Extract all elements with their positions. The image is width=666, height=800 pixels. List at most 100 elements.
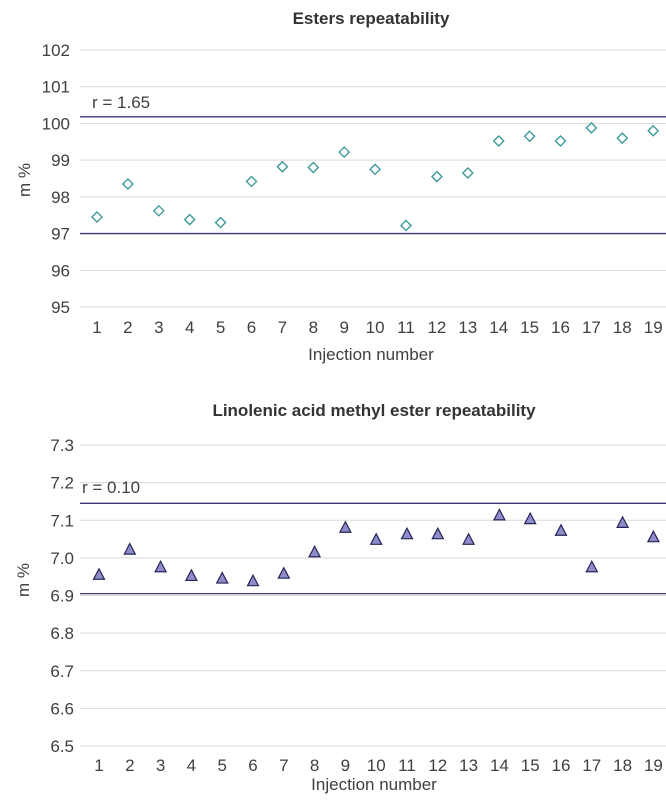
data-point-triangle	[277, 566, 291, 579]
chart-title: Linolenic acid methyl ester repeatabilit…	[212, 401, 536, 420]
x-tick-label: 16	[552, 756, 571, 775]
data-point-diamond	[245, 175, 258, 188]
data-point-diamond	[121, 178, 134, 190]
y-tick-label: 6.9	[50, 587, 74, 606]
x-tick-label: 3	[156, 756, 165, 775]
x-tick-label: 15	[521, 756, 540, 775]
data-point-diamond	[183, 213, 196, 226]
data-point-triangle	[492, 508, 506, 521]
data-point-diamond	[585, 121, 598, 134]
y-tick-label: 97	[51, 225, 70, 244]
data-point-triangle	[308, 544, 322, 558]
x-tick-label: 17	[582, 318, 601, 337]
y-tick-label: 99	[51, 151, 70, 170]
data-point-triangle	[554, 523, 568, 536]
y-tick-label: 7.2	[50, 474, 74, 493]
x-tick-label: 18	[613, 756, 632, 775]
data-point-diamond	[616, 132, 629, 145]
x-tick-label: 15	[520, 318, 539, 337]
x-tick-label: 10	[367, 756, 386, 775]
data-point-diamond	[338, 146, 351, 159]
data-point-triangle	[646, 529, 660, 543]
x-tick-label: 7	[279, 756, 288, 775]
x-tick-label: 2	[125, 756, 134, 775]
data-point-triangle	[184, 568, 198, 582]
repeatability-annotation: r = 0.10	[82, 478, 140, 497]
x-tick-label: 9	[341, 756, 350, 775]
x-tick-label: 9	[339, 318, 348, 337]
y-tick-label: 100	[42, 114, 70, 133]
x-tick-label: 14	[489, 318, 508, 337]
y-tick-label: 98	[51, 188, 70, 207]
x-axis-label: Injection number	[311, 775, 437, 794]
data-point-diamond	[307, 161, 320, 174]
x-tick-label: 16	[551, 318, 570, 337]
y-tick-label: 7.0	[50, 549, 74, 568]
data-point-diamond	[492, 135, 505, 148]
chart-title: Esters repeatability	[293, 9, 450, 28]
data-point-triangle	[616, 515, 630, 528]
y-tick-label: 101	[42, 78, 70, 97]
x-tick-label: 14	[490, 756, 509, 775]
x-axis-label: Injection number	[308, 345, 434, 364]
x-tick-label: 6	[248, 756, 257, 775]
x-tick-label: 4	[185, 318, 194, 337]
x-tick-label: 5	[217, 756, 226, 775]
y-tick-label: 6.5	[50, 737, 74, 756]
x-tick-label: 1	[94, 756, 103, 775]
data-point-triangle	[462, 532, 476, 545]
y-tick-label: 95	[51, 298, 70, 317]
x-tick-label: 8	[309, 318, 318, 337]
y-tick-label: 6.8	[50, 624, 74, 643]
data-point-triangle	[246, 573, 260, 587]
data-point-triangle	[431, 526, 445, 540]
y-tick-label: 6.6	[50, 699, 74, 718]
data-point-diamond	[523, 130, 536, 143]
x-tick-label: 19	[644, 756, 663, 775]
y-tick-label: 6.7	[50, 662, 74, 681]
x-tick-label: 2	[123, 318, 132, 337]
data-point-triangle	[215, 571, 229, 584]
data-point-triangle	[92, 567, 106, 580]
data-point-triangle	[338, 520, 352, 533]
x-tick-label: 5	[216, 318, 225, 337]
x-tick-label: 4	[187, 756, 196, 775]
linolenic-acid-methyl-ester-repeatability-chart: Linolenic acid methyl ester repeatabilit…	[14, 401, 666, 794]
y-tick-label: 96	[51, 261, 70, 280]
x-tick-label: 3	[154, 318, 163, 337]
y-tick-label: 7.3	[50, 436, 74, 455]
y-axis-label: m %	[15, 163, 34, 197]
x-tick-label: 10	[366, 318, 385, 337]
x-tick-label: 17	[582, 756, 601, 775]
data-point-triangle	[585, 559, 599, 573]
y-axis-label: m %	[14, 563, 33, 597]
data-point-triangle	[369, 532, 383, 545]
x-tick-label: 1	[92, 318, 101, 337]
x-tick-label: 11	[397, 318, 415, 337]
data-point-diamond	[152, 204, 165, 217]
y-tick-label: 102	[42, 41, 70, 60]
x-tick-label: 12	[427, 318, 446, 337]
data-point-diamond	[554, 135, 567, 148]
data-point-triangle	[154, 559, 168, 573]
x-tick-label: 12	[428, 756, 447, 775]
x-tick-label: 13	[459, 756, 478, 775]
data-point-diamond	[369, 163, 382, 176]
x-tick-label: 19	[644, 318, 663, 337]
data-point-diamond	[276, 160, 289, 173]
data-point-diamond	[430, 170, 443, 183]
x-tick-label: 6	[247, 318, 256, 337]
data-point-diamond	[461, 167, 474, 179]
data-point-diamond	[91, 211, 103, 224]
data-point-triangle	[400, 526, 414, 540]
esters-repeatability-chart: Esters repeatability r = 1.65 9596979899…	[15, 9, 666, 364]
data-point-diamond	[647, 124, 660, 137]
data-point-diamond	[400, 219, 412, 232]
x-tick-label: 18	[613, 318, 632, 337]
x-tick-label: 13	[458, 318, 477, 337]
x-tick-label: 11	[398, 756, 416, 775]
data-point-triangle	[123, 542, 137, 555]
y-tick-label: 7.1	[50, 511, 74, 530]
x-tick-label: 7	[278, 318, 287, 337]
